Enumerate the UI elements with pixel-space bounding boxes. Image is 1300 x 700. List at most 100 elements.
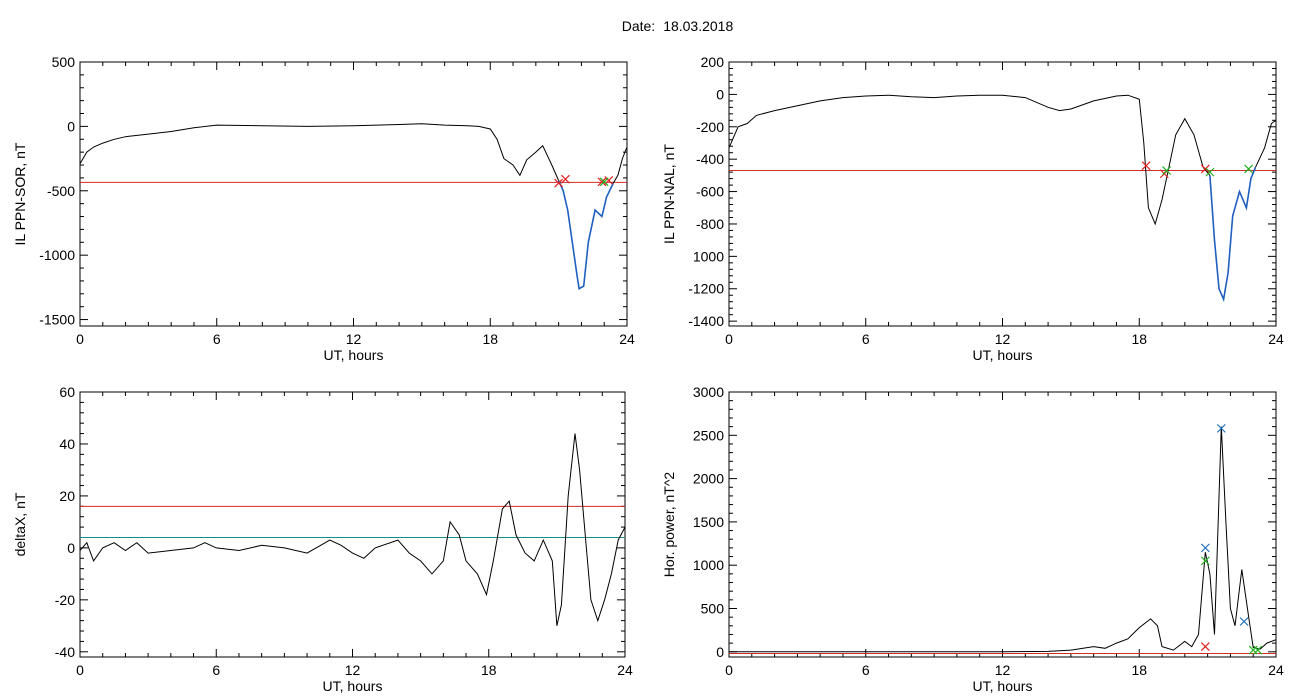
y-axis-label: Hor. power, nT^2 — [661, 472, 677, 578]
page-title: Date: 18.03.2018 — [0, 18, 1300, 34]
marker-stroke — [1239, 617, 1249, 626]
marker-red — [1200, 164, 1210, 174]
marker-green — [599, 177, 609, 187]
panel-sor: 0 6 12 18 24 -1500 -1000 -500 0 500 UT, hours IL PP… — [12, 54, 635, 363]
y-tick-label: -20 — [55, 592, 75, 608]
marker-stroke — [1205, 167, 1215, 177]
plot-frame — [79, 391, 626, 658]
x-axis-label: UT, hours — [973, 678, 1033, 694]
plot-frame — [728, 61, 1277, 327]
date-value: 18.03.2018 — [663, 18, 734, 34]
x-tick-label: 0 — [76, 331, 84, 347]
x-tick-label: 6 — [213, 331, 221, 347]
y-tick-label: -200 — [696, 119, 724, 135]
marker-blue — [1216, 423, 1226, 433]
y-tick-label: 0 — [716, 86, 724, 102]
marker-green — [1253, 645, 1263, 655]
y-axis-label: IL PPN-NAL, nT — [661, 144, 677, 244]
x-tick-label: 12 — [345, 662, 361, 678]
y-tick-label: -1200 — [688, 281, 724, 297]
x-tick-label: 12 — [995, 331, 1011, 347]
y-tick-label: -1000 — [39, 247, 75, 263]
x-tick-label: 0 — [725, 331, 733, 347]
y-tick-label: 60 — [59, 384, 75, 400]
x-tick-label: 12 — [995, 662, 1011, 678]
marker-green — [1200, 556, 1210, 566]
x-tick-label: 6 — [862, 331, 870, 347]
panel-nal: 0 6 12 18 24 -1400 -1200 1000 -800 -600 -400 -200 0 2… — [661, 54, 1284, 363]
y-tick-label: 1500 — [693, 514, 724, 530]
y-tick-label: 40 — [59, 436, 75, 452]
y-tick-label: -800 — [696, 216, 724, 232]
x-tick-label: 0 — [76, 662, 84, 678]
marker-green — [1244, 164, 1254, 174]
x-tick-label: 18 — [1131, 331, 1147, 347]
series-line-black — [612, 146, 628, 184]
x-axis-label: UT, hours — [973, 347, 1033, 363]
y-tick-label: 200 — [701, 54, 725, 70]
x-tick-label: 6 — [862, 662, 870, 678]
x-axis-label: UT, hours — [324, 347, 384, 363]
y-tick-label: -1500 — [39, 312, 75, 328]
y-tick-label: 20 — [59, 488, 75, 504]
y-tick-label: 0 — [67, 540, 75, 556]
marker-stroke — [1200, 543, 1210, 553]
series-line-black — [79, 433, 626, 626]
series-line-blue — [557, 180, 615, 290]
y-tick-label: -40 — [55, 644, 75, 660]
y-tick-label: 1000 — [693, 557, 724, 573]
marker-stroke — [561, 174, 570, 184]
panel-deltax: 0 6 12 18 24 -40 -20 0 20 40 60 UT, hours deltaX, nT — [12, 384, 633, 694]
series-line-black — [79, 123, 560, 181]
series-line-black — [1255, 119, 1277, 168]
marker-red — [1200, 642, 1210, 652]
x-tick-label: 24 — [1268, 331, 1284, 347]
marker-red — [597, 177, 607, 187]
series-line-black — [729, 426, 1277, 653]
date-label: Date: — [621, 18, 656, 34]
marker-stroke — [1253, 645, 1263, 655]
y-tick-label: -600 — [696, 184, 724, 200]
y-tick-label: 3000 — [693, 384, 724, 400]
marker-red — [554, 178, 564, 188]
x-axis-label: UT, hours — [323, 678, 383, 694]
marker-stroke — [1200, 164, 1210, 174]
marker-green — [1162, 166, 1172, 175]
x-tick-label: 24 — [619, 331, 635, 347]
x-tick-label: 24 — [617, 662, 633, 678]
y-tick-label: 500 — [52, 54, 76, 70]
x-tick-label: 18 — [1131, 662, 1147, 678]
x-tick-label: 0 — [725, 662, 733, 678]
panel-power: 0 6 12 18 24 0 500 1000 1500 2000 2500 3000 UT, hour… — [661, 384, 1284, 694]
x-tick-label: 18 — [482, 331, 498, 347]
marker-red — [561, 174, 570, 184]
marker-stroke — [1200, 556, 1210, 566]
marker-stroke — [1162, 166, 1172, 175]
y-tick-label: -400 — [696, 151, 724, 167]
marker-blue — [1200, 543, 1210, 553]
y-tick-label: 0 — [716, 644, 724, 660]
series-line-blue — [1209, 166, 1257, 303]
x-tick-label: 18 — [481, 662, 497, 678]
y-tick-label: -500 — [47, 183, 75, 199]
plot-frame — [79, 61, 628, 327]
marker-stroke — [1141, 161, 1151, 171]
marker-red — [1141, 161, 1151, 171]
y-tick-label: 0 — [67, 118, 75, 134]
marker-stroke — [597, 177, 607, 187]
marker-stroke — [1216, 423, 1226, 433]
marker-stroke — [554, 178, 564, 188]
y-axis-label: deltaX, nT — [12, 492, 28, 556]
marker-stroke — [599, 177, 609, 187]
marker-stroke — [1200, 642, 1210, 652]
y-tick-label: 1000 — [693, 248, 724, 264]
series-line-black — [728, 94, 1211, 226]
y-tick-label: 2500 — [693, 427, 724, 443]
plot-frame — [728, 391, 1277, 658]
x-tick-label: 24 — [1268, 662, 1284, 678]
y-tick-label: 500 — [701, 601, 725, 617]
marker-blue — [1239, 617, 1249, 626]
x-tick-label: 6 — [212, 662, 220, 678]
x-tick-label: 12 — [346, 331, 362, 347]
